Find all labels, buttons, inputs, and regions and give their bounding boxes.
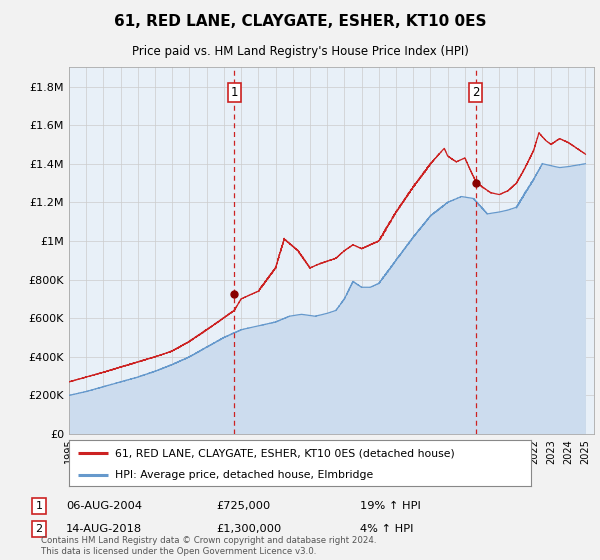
Text: 06-AUG-2004: 06-AUG-2004 bbox=[66, 501, 142, 511]
Text: 1: 1 bbox=[230, 86, 238, 99]
Text: £725,000: £725,000 bbox=[216, 501, 270, 511]
Text: 14-AUG-2018: 14-AUG-2018 bbox=[66, 524, 142, 534]
Text: Contains HM Land Registry data © Crown copyright and database right 2024.
This d: Contains HM Land Registry data © Crown c… bbox=[41, 536, 376, 556]
Text: £1,300,000: £1,300,000 bbox=[216, 524, 281, 534]
Text: HPI: Average price, detached house, Elmbridge: HPI: Average price, detached house, Elmb… bbox=[115, 470, 373, 479]
Text: 61, RED LANE, CLAYGATE, ESHER, KT10 0ES: 61, RED LANE, CLAYGATE, ESHER, KT10 0ES bbox=[114, 14, 486, 29]
Text: 2: 2 bbox=[472, 86, 479, 99]
Text: Price paid vs. HM Land Registry's House Price Index (HPI): Price paid vs. HM Land Registry's House … bbox=[131, 45, 469, 58]
Text: 61, RED LANE, CLAYGATE, ESHER, KT10 0ES (detached house): 61, RED LANE, CLAYGATE, ESHER, KT10 0ES … bbox=[115, 448, 455, 458]
Text: 2: 2 bbox=[35, 524, 43, 534]
Text: 1: 1 bbox=[35, 501, 43, 511]
Text: 4% ↑ HPI: 4% ↑ HPI bbox=[360, 524, 413, 534]
Text: 19% ↑ HPI: 19% ↑ HPI bbox=[360, 501, 421, 511]
